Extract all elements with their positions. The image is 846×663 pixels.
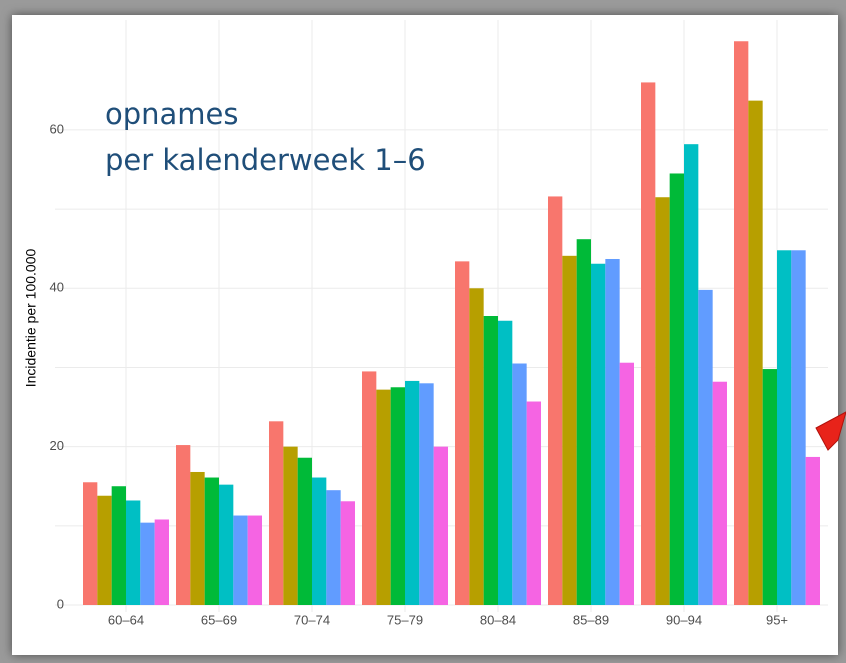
bar — [655, 197, 670, 605]
bar — [126, 500, 141, 605]
bar — [419, 383, 434, 605]
y-tick-label: 0 — [57, 596, 64, 611]
bar — [498, 320, 513, 605]
bar — [469, 288, 484, 605]
bar — [283, 446, 298, 605]
bar — [591, 263, 606, 605]
bar — [805, 456, 820, 605]
bar — [455, 261, 470, 605]
bar — [777, 250, 792, 605]
bar — [140, 522, 155, 605]
plot-area: 0 20 40 60 60–64 65–69 70–74 75–79 80–84 85–89 90–… — [50, 20, 828, 627]
bar — [297, 457, 312, 605]
bar — [433, 446, 448, 605]
bar — [390, 387, 405, 605]
bar — [548, 196, 563, 605]
bar — [219, 484, 234, 605]
x-tick-label: 90–94 — [666, 612, 702, 627]
y-tick-label: 60 — [50, 121, 64, 136]
bar — [176, 445, 191, 605]
y-axis-label: Incidentie per 100.000 — [23, 249, 39, 388]
chart-title: opnames — [105, 97, 239, 131]
x-tick-label: 95+ — [766, 612, 788, 627]
y-tick-label: 20 — [50, 438, 64, 453]
bar — [362, 371, 377, 605]
bar — [376, 389, 391, 605]
bar — [326, 490, 341, 605]
bar — [83, 482, 98, 605]
x-tick-label: 80–84 — [480, 612, 516, 627]
bar — [405, 380, 420, 605]
chart-subtitle: per kalenderweek 1–6 — [105, 143, 426, 177]
bar — [684, 144, 699, 605]
bar — [576, 239, 591, 605]
bar — [154, 519, 169, 605]
bar — [190, 471, 205, 605]
x-tick-label: 85–89 — [573, 612, 609, 627]
bar — [748, 100, 763, 605]
pointer-arrow — [815, 411, 846, 451]
bar — [762, 369, 777, 605]
bar — [619, 362, 634, 605]
bar — [512, 363, 527, 605]
bar — [340, 501, 355, 605]
bar — [111, 486, 126, 605]
bar — [269, 421, 284, 605]
bar — [641, 82, 656, 605]
bar — [526, 401, 541, 605]
bar — [233, 515, 248, 605]
bar — [483, 316, 498, 605]
bar — [712, 381, 727, 605]
bar — [698, 289, 713, 605]
bar — [97, 495, 112, 605]
bar — [734, 41, 749, 605]
bar — [605, 258, 620, 605]
x-tick-label: 60–64 — [108, 612, 144, 627]
bar — [312, 477, 327, 605]
bar — [204, 477, 219, 605]
bar — [669, 173, 684, 606]
x-tick-label: 70–74 — [294, 612, 330, 627]
bar — [791, 250, 806, 605]
bar — [562, 255, 577, 606]
x-tick-label: 75–79 — [387, 612, 423, 627]
y-tick-label: 40 — [50, 280, 64, 295]
bar — [247, 515, 262, 605]
x-tick-label: 65–69 — [201, 612, 237, 627]
